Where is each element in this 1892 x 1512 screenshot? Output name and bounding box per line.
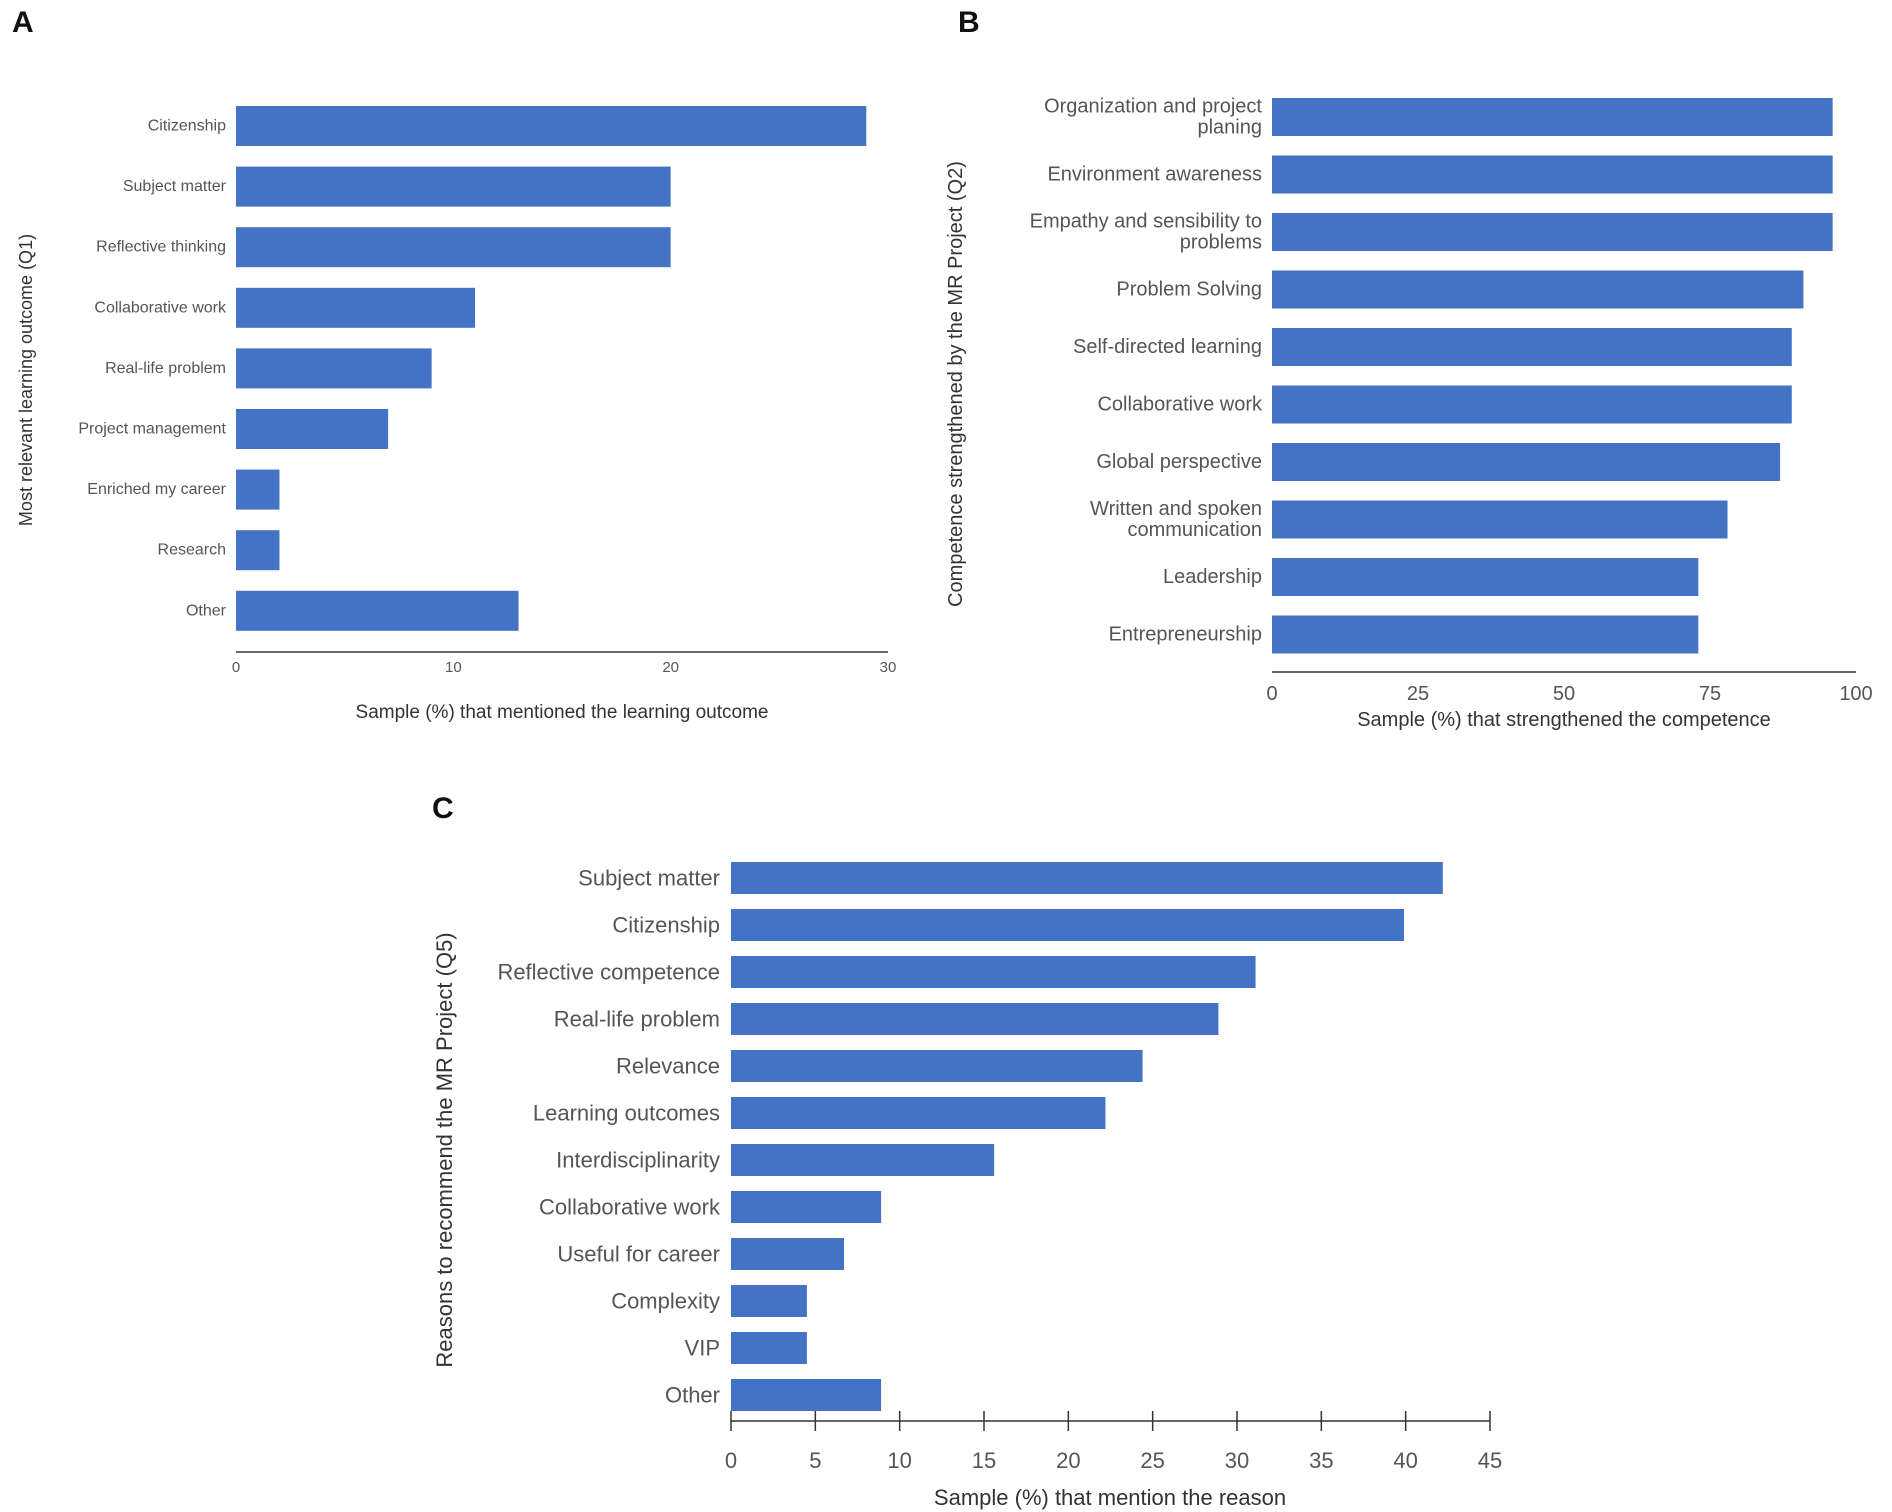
x-tick-label-c-8: 40 — [1393, 1448, 1417, 1473]
category-label-a-1: Subject matter — [123, 178, 227, 195]
category-label-a-5: Project management — [78, 421, 226, 438]
bar-a-5 — [236, 409, 389, 449]
x-tick-label-c-0: 0 — [725, 1448, 737, 1473]
bar-b-6 — [1272, 443, 1781, 481]
category-label-c-5: Learning outcomes — [533, 1101, 720, 1126]
category-label-b-1: Environment awareness — [1047, 164, 1262, 186]
x-tick-label-c-7: 35 — [1309, 1448, 1333, 1473]
category-label-b-2-line1: problems — [1180, 232, 1262, 254]
bar-c-1 — [731, 909, 1404, 941]
bar-c-4 — [731, 1050, 1143, 1082]
bar-c-3 — [731, 1003, 1219, 1035]
bar-b-7 — [1272, 500, 1728, 539]
category-label-b-0-line0: Organization and project — [1044, 96, 1262, 118]
category-label-c-7: Collaborative work — [539, 1195, 721, 1220]
bar-a-8 — [236, 590, 519, 631]
bar-a-1 — [236, 166, 671, 207]
bar-c-2 — [731, 956, 1256, 988]
category-label-c-10: VIP — [685, 1336, 720, 1361]
x-tick-label-b-0: 0 — [1266, 683, 1277, 705]
category-label-b-7-line1: communication — [1127, 519, 1262, 541]
bar-c-0 — [731, 862, 1443, 894]
bar-b-9 — [1272, 615, 1699, 654]
bar-c-11 — [731, 1379, 882, 1411]
category-label-b-9: Entrepreneurship — [1109, 624, 1262, 646]
bar-a-4 — [236, 348, 432, 389]
bar-c-8 — [731, 1238, 845, 1270]
x-axis-title-b: Sample (%) that strengthened the compete… — [1357, 709, 1771, 731]
category-label-b-4: Self-directed learning — [1073, 336, 1262, 358]
panel-c-letter: C — [432, 792, 454, 825]
x-tick-label-c-2: 10 — [887, 1448, 911, 1473]
chart-a: Citizenship Subject matter Reflective thin… — [16, 106, 896, 723]
x-tick-label-c-3: 15 — [972, 1448, 996, 1473]
category-label-b-0-line1: planing — [1197, 117, 1262, 139]
category-label-a-4: Real-life problem — [105, 360, 226, 377]
x-tick-label-b-1: 25 — [1407, 683, 1429, 705]
category-label-c-9: Complexity — [611, 1289, 720, 1314]
category-label-c-3: Real-life problem — [554, 1007, 720, 1032]
x-tick-label-c-9: 45 — [1478, 1448, 1502, 1473]
x-tick-label-b-2: 50 — [1553, 683, 1575, 705]
bar-b-1 — [1272, 155, 1833, 194]
category-label-a-7: Research — [158, 542, 226, 559]
bar-c-10 — [731, 1332, 807, 1364]
category-label-b-5: Collaborative work — [1097, 394, 1263, 416]
bar-c-6 — [731, 1144, 995, 1176]
bar-c-5 — [731, 1097, 1106, 1129]
x-tick-label-c-6: 30 — [1225, 1448, 1249, 1473]
category-label-c-2: Reflective competence — [497, 960, 720, 985]
category-label-a-8: Other — [186, 602, 227, 619]
category-label-a-2: Reflective thinking — [96, 239, 226, 256]
category-label-c-1: Citizenship — [612, 913, 720, 938]
category-label-b-3: Problem Solving — [1116, 279, 1262, 301]
y-axis-title-c: Reasons to recommend the MR Project (Q5) — [432, 932, 457, 1367]
category-label-c-0: Subject matter — [578, 866, 720, 891]
panel-a-letter: A — [12, 6, 34, 39]
x-tick-label-a-3: 30 — [880, 659, 897, 676]
category-label-b-2-line0: Empathy and sensibility to — [1030, 211, 1262, 233]
category-label-b-7-line0: Written and spoken — [1090, 498, 1262, 520]
x-tick-label-a-1: 10 — [445, 659, 462, 676]
x-axis-title-a: Sample (%) that mentioned the learning o… — [356, 702, 769, 723]
bar-b-8 — [1272, 558, 1699, 596]
category-label-c-11: Other — [665, 1383, 720, 1408]
category-label-a-0: Citizenship — [148, 118, 226, 135]
x-tick-label-a-2: 20 — [662, 659, 679, 676]
x-tick-label-b-3: 75 — [1699, 683, 1721, 705]
chart-c: Subject matter Citizenship Reflective comp… — [432, 862, 1502, 1510]
bar-b-5 — [1272, 385, 1792, 424]
category-label-c-6: Interdisciplinarity — [556, 1148, 720, 1173]
category-label-a-6: Enriched my career — [87, 481, 226, 498]
y-axis-title-b: Competence strengthened by the MR Projec… — [945, 161, 967, 607]
x-tick-label-a-0: 0 — [232, 659, 240, 676]
bar-c-9 — [731, 1285, 807, 1317]
bar-b-4 — [1272, 328, 1792, 366]
bar-a-7 — [236, 530, 280, 571]
bar-a-2 — [236, 227, 671, 268]
bar-a-3 — [236, 287, 476, 328]
panel-b-letter: B — [958, 6, 980, 39]
x-tick-label-c-4: 20 — [1056, 1448, 1080, 1473]
bar-a-6 — [236, 469, 280, 510]
category-label-c-4: Relevance — [616, 1054, 720, 1079]
category-label-b-8: Leadership — [1163, 566, 1262, 588]
bar-b-0 — [1272, 98, 1833, 136]
bar-b-3 — [1272, 270, 1804, 309]
bar-b-2 — [1272, 213, 1833, 251]
bar-a-0 — [236, 106, 867, 146]
x-tick-label-b-4: 100 — [1839, 683, 1872, 705]
category-label-b-6: Global perspective — [1096, 451, 1262, 473]
x-tick-label-c-5: 25 — [1140, 1448, 1164, 1473]
y-axis-title-a: Most relevant learning outcome (Q1) — [16, 234, 36, 526]
category-label-a-3: Collaborative work — [94, 299, 227, 316]
x-tick-label-c-1: 5 — [809, 1448, 821, 1473]
bar-c-7 — [731, 1191, 882, 1223]
x-axis-title-c: Sample (%) that mention the reason — [934, 1485, 1286, 1510]
category-label-c-8: Useful for career — [557, 1242, 720, 1267]
